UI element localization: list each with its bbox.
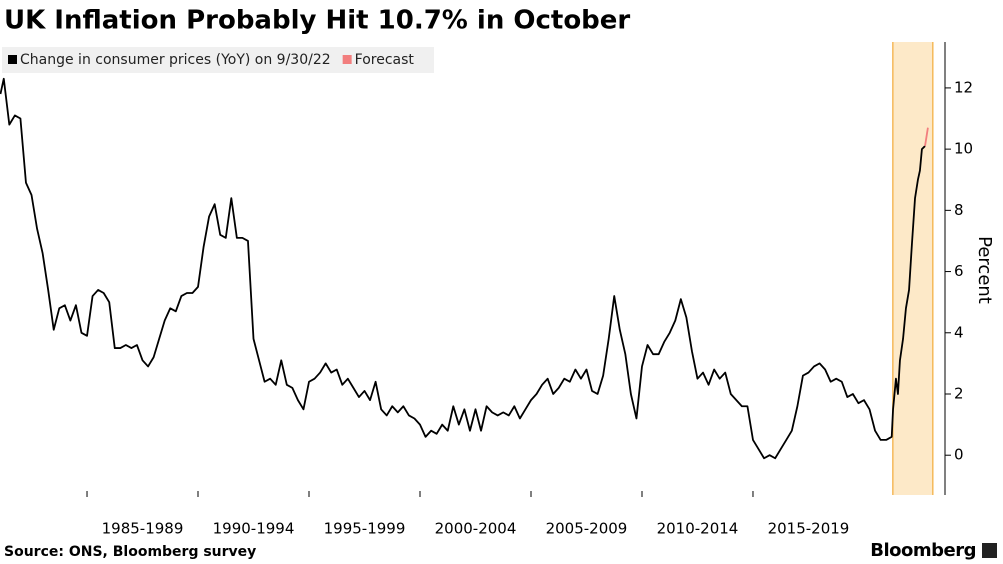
legend-label: Change in consumer prices (YoY) on 9/30/…	[20, 52, 331, 68]
source: Source: ONS, Bloomberg survey	[4, 544, 256, 560]
y-tick-label: 2	[954, 384, 964, 402]
x-tick-label: 2005-2009	[546, 520, 628, 538]
legend-box	[2, 47, 434, 73]
y-tick-label: 0	[954, 446, 964, 464]
x-tick-label: 2015-2019	[768, 520, 850, 538]
series-line	[924, 127, 929, 147]
x-tick-label: 1995-1999	[324, 520, 406, 538]
x-tick-label: 2010-2014	[657, 520, 739, 538]
chart-title: UK Inflation Probably Hit 10.7% in Octob…	[4, 6, 630, 36]
y-tick-label: 10	[954, 140, 973, 158]
brand-icon	[982, 543, 997, 558]
series-line	[0, 77, 926, 460]
y-tick-label: 6	[954, 262, 964, 280]
x-tick-label: 2000-2004	[435, 520, 517, 538]
y-tick-label: 8	[954, 201, 964, 219]
brand: Bloomberg	[870, 540, 976, 561]
shaded-region	[892, 42, 933, 495]
legend-label: Forecast	[355, 52, 415, 68]
legend-swatch	[342, 55, 352, 64]
y-tick-label: 4	[954, 323, 964, 341]
legend: Change in consumer prices (YoY) on 9/30/…	[8, 52, 414, 68]
x-tick-label: 1990-1994	[213, 520, 295, 538]
x-tick-label: 1985-1989	[102, 520, 184, 538]
legend-swatch	[8, 55, 17, 64]
y-axis-label: Percent	[974, 236, 995, 304]
y-tick-label: 12	[954, 78, 973, 96]
